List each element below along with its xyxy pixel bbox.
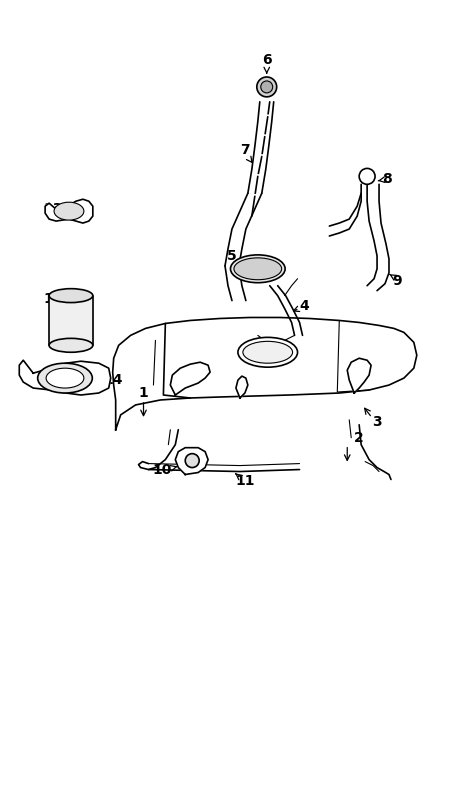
Text: 7: 7 — [240, 142, 250, 157]
Ellipse shape — [49, 289, 93, 303]
Polygon shape — [112, 317, 417, 430]
Text: 5: 5 — [227, 249, 237, 263]
Ellipse shape — [230, 255, 285, 282]
Polygon shape — [236, 376, 248, 398]
Text: 9: 9 — [392, 274, 402, 288]
Polygon shape — [45, 199, 93, 223]
Circle shape — [359, 168, 375, 184]
Text: 14: 14 — [103, 373, 122, 387]
Text: 4: 4 — [300, 298, 310, 312]
Polygon shape — [49, 296, 93, 346]
Circle shape — [261, 81, 273, 93]
Text: 11: 11 — [235, 475, 255, 489]
Text: 13: 13 — [43, 202, 63, 216]
Circle shape — [257, 77, 277, 97]
Text: 1: 1 — [139, 386, 148, 400]
Ellipse shape — [38, 363, 92, 393]
Polygon shape — [19, 360, 111, 395]
Text: 3: 3 — [372, 414, 382, 429]
Ellipse shape — [234, 258, 282, 280]
Text: 2: 2 — [354, 431, 364, 445]
Ellipse shape — [49, 339, 93, 352]
Polygon shape — [171, 362, 210, 395]
Text: 8: 8 — [382, 172, 392, 187]
Text: 12: 12 — [43, 292, 63, 305]
Ellipse shape — [54, 202, 84, 220]
Circle shape — [185, 454, 199, 467]
Polygon shape — [347, 358, 371, 393]
Polygon shape — [176, 448, 208, 475]
Ellipse shape — [238, 337, 297, 367]
Ellipse shape — [46, 368, 84, 388]
Text: 6: 6 — [262, 53, 271, 67]
Text: 10: 10 — [153, 463, 172, 476]
Ellipse shape — [243, 342, 292, 363]
